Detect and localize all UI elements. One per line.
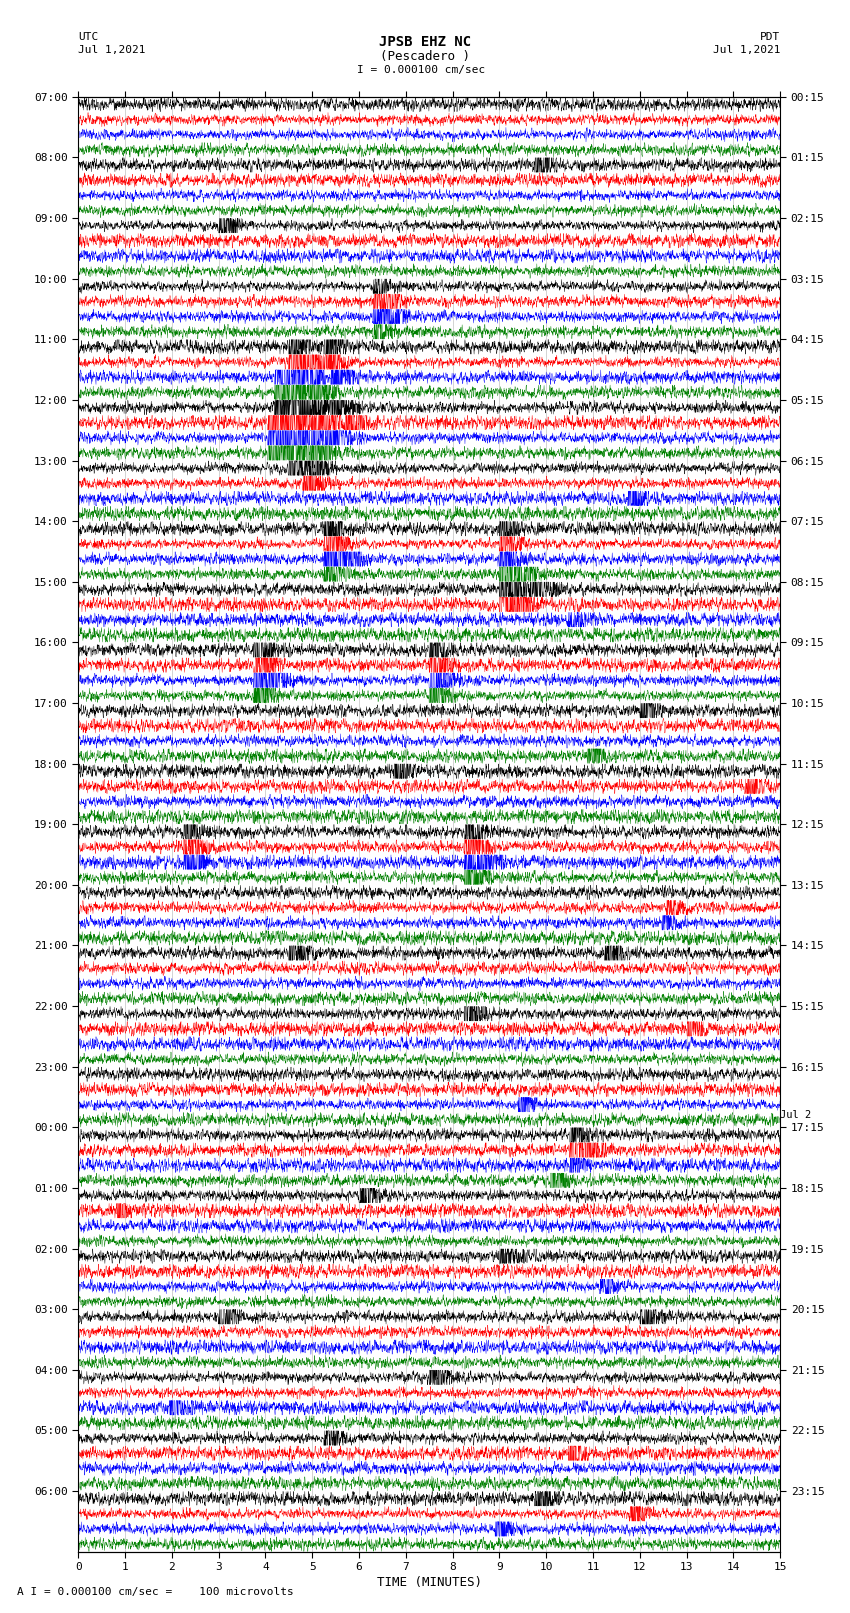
Text: JPSB EHZ NC: JPSB EHZ NC xyxy=(379,35,471,50)
Text: I = 0.000100 cm/sec: I = 0.000100 cm/sec xyxy=(357,65,485,74)
Text: A I = 0.000100 cm/sec =    100 microvolts: A I = 0.000100 cm/sec = 100 microvolts xyxy=(17,1587,294,1597)
Text: (Pescadero ): (Pescadero ) xyxy=(380,50,470,63)
Text: Jul 2: Jul 2 xyxy=(780,1110,812,1119)
Text: PDT
Jul 1,2021: PDT Jul 1,2021 xyxy=(713,32,780,55)
Text: UTC
Jul 1,2021: UTC Jul 1,2021 xyxy=(78,32,145,55)
X-axis label: TIME (MINUTES): TIME (MINUTES) xyxy=(377,1576,482,1589)
